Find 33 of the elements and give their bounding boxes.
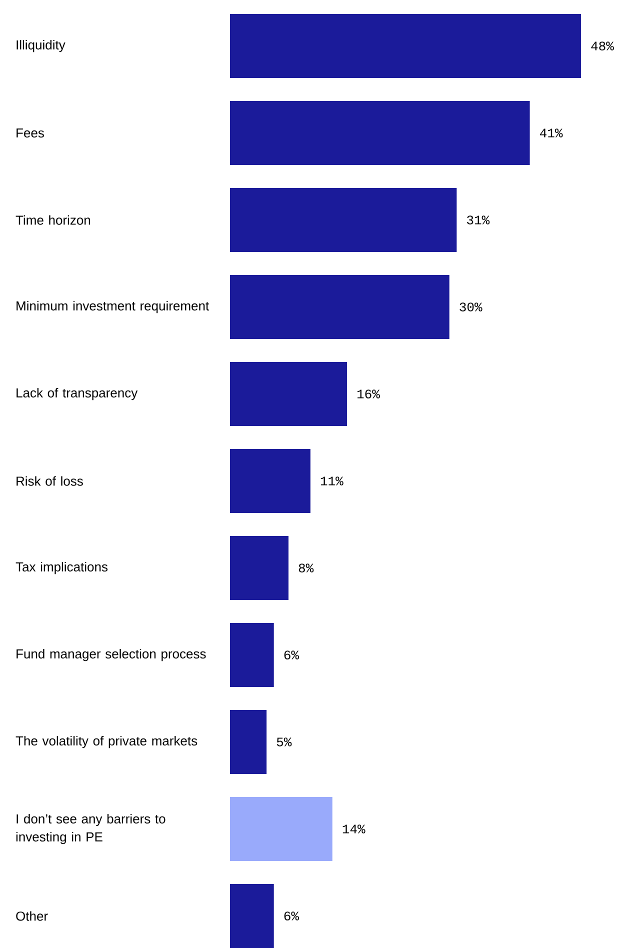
bar (230, 275, 450, 340)
y-tick-label: Fees (16, 128, 44, 138)
bar (230, 14, 581, 78)
data-label: 48% (591, 42, 614, 50)
y-tick-label: Fund manager selection process (16, 648, 206, 662)
data-label: 41% (540, 128, 563, 138)
data-label: 8% (298, 564, 314, 572)
data-label: 5% (276, 738, 292, 746)
y-tick-label: Time horizon (16, 215, 90, 225)
y-tick-label: Lack of transparency (16, 388, 138, 400)
y-tick-label: Tax implications (16, 562, 108, 574)
data-label: 6% (284, 912, 300, 920)
y-tick-label: Minimum investment requirement (16, 300, 210, 314)
y-tick-label: Illiquidity (16, 40, 66, 52)
data-label: 6% (284, 650, 300, 660)
y-tick-label: Risk of loss (16, 476, 83, 486)
bar (230, 797, 332, 862)
bar (230, 101, 530, 166)
data-label: 16% (357, 390, 380, 398)
bar (230, 449, 310, 514)
y-tick-label: I don’t see any barriers to investing in PE (16, 814, 166, 844)
y-tick-label: The volatility of private markets (16, 736, 198, 748)
bar (230, 362, 347, 426)
bar (230, 188, 457, 252)
bar (230, 536, 288, 600)
data-label: 31% (467, 216, 490, 224)
data-label: 30% (460, 302, 482, 312)
bar (230, 623, 274, 688)
bar (230, 884, 274, 948)
data-label: 11% (320, 476, 344, 486)
y-tick-label: Other (16, 911, 48, 921)
data-label: 14% (342, 824, 366, 834)
bar (230, 710, 267, 774)
